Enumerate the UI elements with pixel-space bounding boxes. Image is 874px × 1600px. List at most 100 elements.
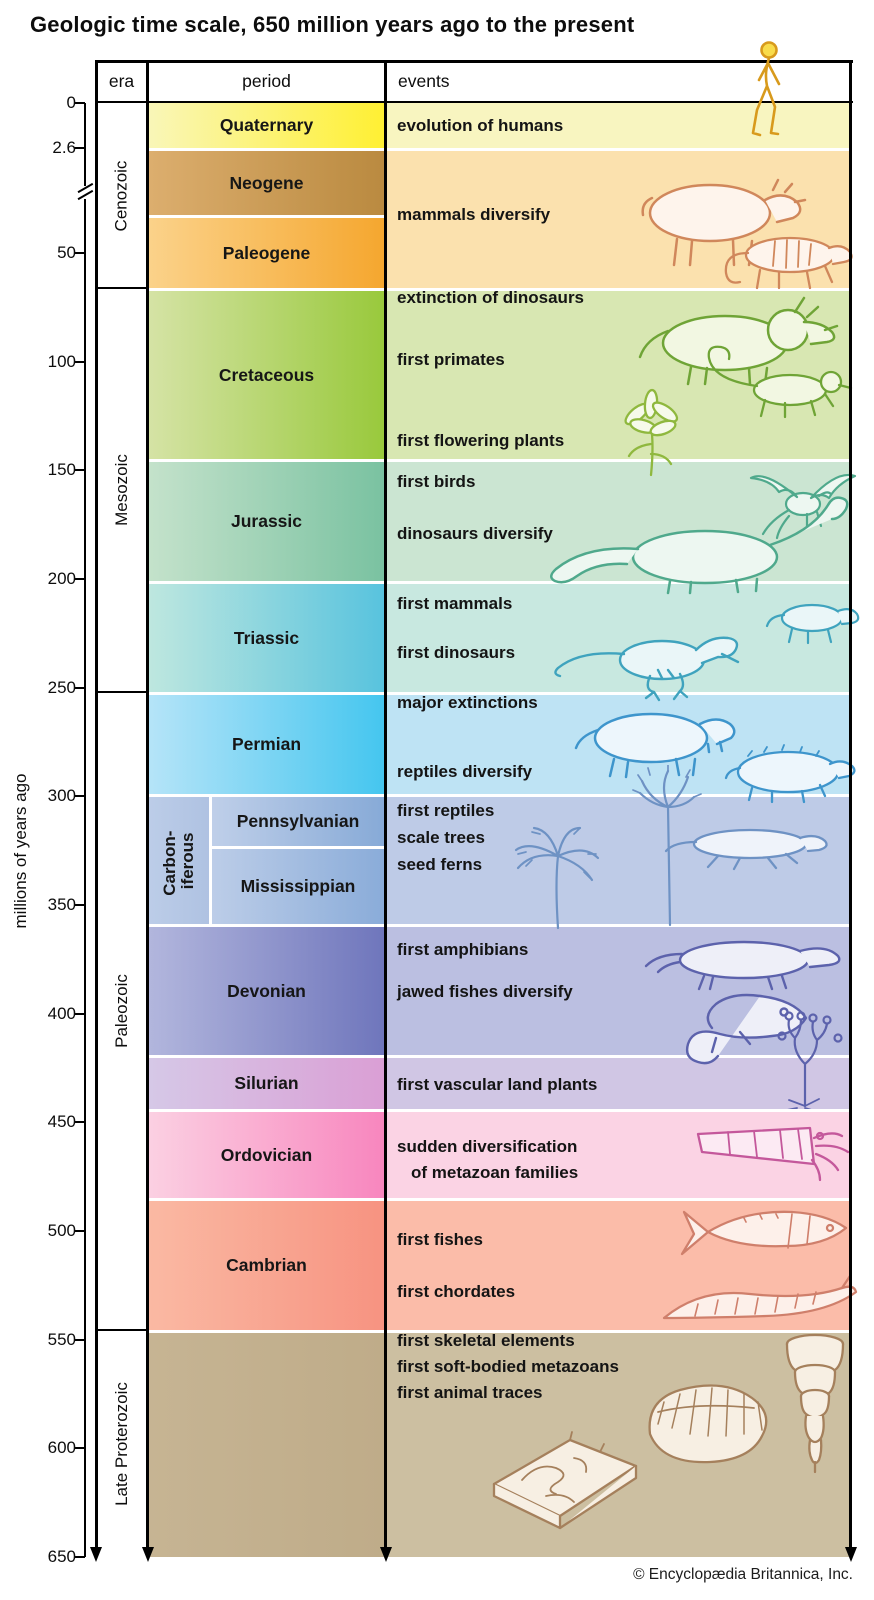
event-text-first-vascular-land-plants: first vascular land plants xyxy=(397,1075,598,1094)
gorgonopsid-icon xyxy=(548,688,763,783)
copyright-notice: © Encyclopædia Britannica, Inc. xyxy=(633,1566,853,1583)
event-text-mammals-diversify: mammals diversify xyxy=(397,205,551,224)
axis-tick-label: 350 xyxy=(47,895,76,914)
header-events: events xyxy=(398,70,450,91)
flowering-plant-icon xyxy=(585,382,715,477)
trace-fossil-slab-icon xyxy=(478,1422,650,1534)
axis-tick xyxy=(74,1446,85,1450)
period-label: Permian xyxy=(231,734,302,754)
era-label: Paleozoic xyxy=(111,974,131,1048)
axis-tick-label: 650 xyxy=(47,1547,76,1566)
event-text-seed-ferns: seed ferns xyxy=(397,855,483,874)
period-label: Ordovician xyxy=(220,1144,313,1165)
sauropod-icon xyxy=(540,495,865,595)
event-text-first-dinosaurs: first dinosaurs xyxy=(397,643,516,662)
era-left-border xyxy=(95,60,98,1548)
axis-tick xyxy=(74,1229,85,1233)
era-label: Mesozoic xyxy=(111,454,131,526)
event-text-dinosaurs-diversify: dinosaurs diversify xyxy=(397,524,553,543)
era-right-border xyxy=(146,60,149,1548)
early-primate-icon xyxy=(685,342,860,427)
event-text-first-reptiles: first reptiles xyxy=(397,801,495,820)
period-label: Mississippian xyxy=(240,876,356,896)
armored-fish-icon xyxy=(642,982,830,1070)
axis-tick xyxy=(74,686,85,690)
cone-fossil-icon xyxy=(772,1328,859,1475)
event-text-extinction-of-dinosaurs: extinction of dinosaurs xyxy=(397,288,585,307)
down-arrow-icon xyxy=(844,1547,857,1562)
seed-fern-icon xyxy=(512,798,604,930)
branching-plant-icon xyxy=(752,1002,859,1109)
era-boundary-line xyxy=(95,690,149,694)
period-label: Cretaceous xyxy=(218,364,315,385)
axis-tick-label: 200 xyxy=(47,569,76,588)
period-cambrian: Cambrian xyxy=(149,1201,384,1330)
period-devonian: Devonian xyxy=(149,927,384,1055)
period-silurian: Silurian xyxy=(149,1058,384,1109)
event-text-jawed-fishes-diversify: jawed fishes diversify xyxy=(397,982,573,1001)
axis-tick-label: 250 xyxy=(47,678,76,697)
event-text-first-chordates: first chordates xyxy=(397,1282,516,1301)
period-carboniferous: Carbon- iferous xyxy=(149,797,209,924)
event-text-first-primates: first primates xyxy=(397,350,505,369)
axis-tick-label: 0 xyxy=(66,93,76,112)
header-era: era xyxy=(108,70,135,91)
axis-tick xyxy=(74,1338,85,1342)
period-permian: Permian xyxy=(149,695,384,794)
pareiasaur-icon xyxy=(712,732,864,804)
axis-tick xyxy=(74,794,85,798)
early-reptile-icon xyxy=(662,812,844,874)
period-ordovician: Ordovician xyxy=(149,1112,384,1198)
event-text-first-flowering-plants: first flowering plants xyxy=(397,431,565,450)
event-text-scale-trees: scale trees xyxy=(397,828,485,847)
event-text-reptiles-diversify: reptiles diversify xyxy=(397,762,533,781)
period-quaternary: Quaternary xyxy=(149,103,384,148)
walking-human-icon xyxy=(735,40,797,140)
event-text-first-fishes: first fishes xyxy=(397,1230,483,1249)
down-arrow-icon xyxy=(379,1547,392,1562)
event-text-major-extinctions: major extinctions xyxy=(397,693,538,712)
event-text-first-soft-bodied-metazoans: first soft-bodied metazoans xyxy=(397,1357,619,1376)
axis-tick xyxy=(74,903,85,907)
axis-tick-label: 600 xyxy=(47,1438,76,1457)
pikaia-chordate-icon xyxy=(652,1266,859,1334)
event-text-sudden-diversification: sudden diversification xyxy=(397,1137,578,1156)
axis-tick-label: 150 xyxy=(47,460,76,479)
axis-tick-label: 500 xyxy=(47,1221,76,1240)
orthocone-cephalopod-icon xyxy=(688,1108,860,1190)
era-paleozoic: Paleozoic xyxy=(97,692,146,1330)
events-band xyxy=(387,584,849,692)
event-text-first-birds: first birds xyxy=(397,472,476,491)
period-paleogene: Paleogene xyxy=(149,218,384,288)
event-text-of-metazoan-families: of metazoan families xyxy=(411,1163,579,1182)
axis-break xyxy=(80,186,90,199)
period-label: Triassic xyxy=(233,627,300,648)
era-cenozoic: Cenozoic xyxy=(97,103,146,288)
period-label: Quaternary xyxy=(219,115,314,135)
period-label: Carbon- iferous xyxy=(160,825,198,896)
event-text-evolution-of-humans: evolution of humans xyxy=(397,116,564,135)
table-right-border xyxy=(849,60,852,1548)
axis-tick-label: 400 xyxy=(47,1004,76,1023)
scale-tree-icon xyxy=(628,765,710,927)
era-label: Late Proterozoic xyxy=(111,1381,131,1506)
early-mammal-icon xyxy=(762,583,867,648)
event-text-first-animal-traces: first animal traces xyxy=(397,1383,543,1402)
table-top-border xyxy=(95,60,853,63)
axis-tick xyxy=(74,146,85,150)
axis-tick-label: 2.6 xyxy=(52,138,76,157)
axis-tick-label: 300 xyxy=(47,786,76,805)
era-label: Cenozoic xyxy=(111,160,131,231)
uintathere-icon xyxy=(615,158,820,270)
axis-tick xyxy=(74,101,85,105)
axis-tick xyxy=(74,468,85,472)
events-band xyxy=(387,797,849,924)
period-label: Cambrian xyxy=(226,1255,307,1275)
axis-tick-label: 100 xyxy=(47,352,76,371)
event-text-first-amphibians: first amphibians xyxy=(397,940,529,959)
early-amphibian-icon xyxy=(642,922,860,994)
axis-tick xyxy=(74,1012,85,1016)
period-events-divider xyxy=(384,60,387,1548)
triceratops-icon xyxy=(625,288,850,386)
period-label: Devonian xyxy=(227,980,306,1001)
